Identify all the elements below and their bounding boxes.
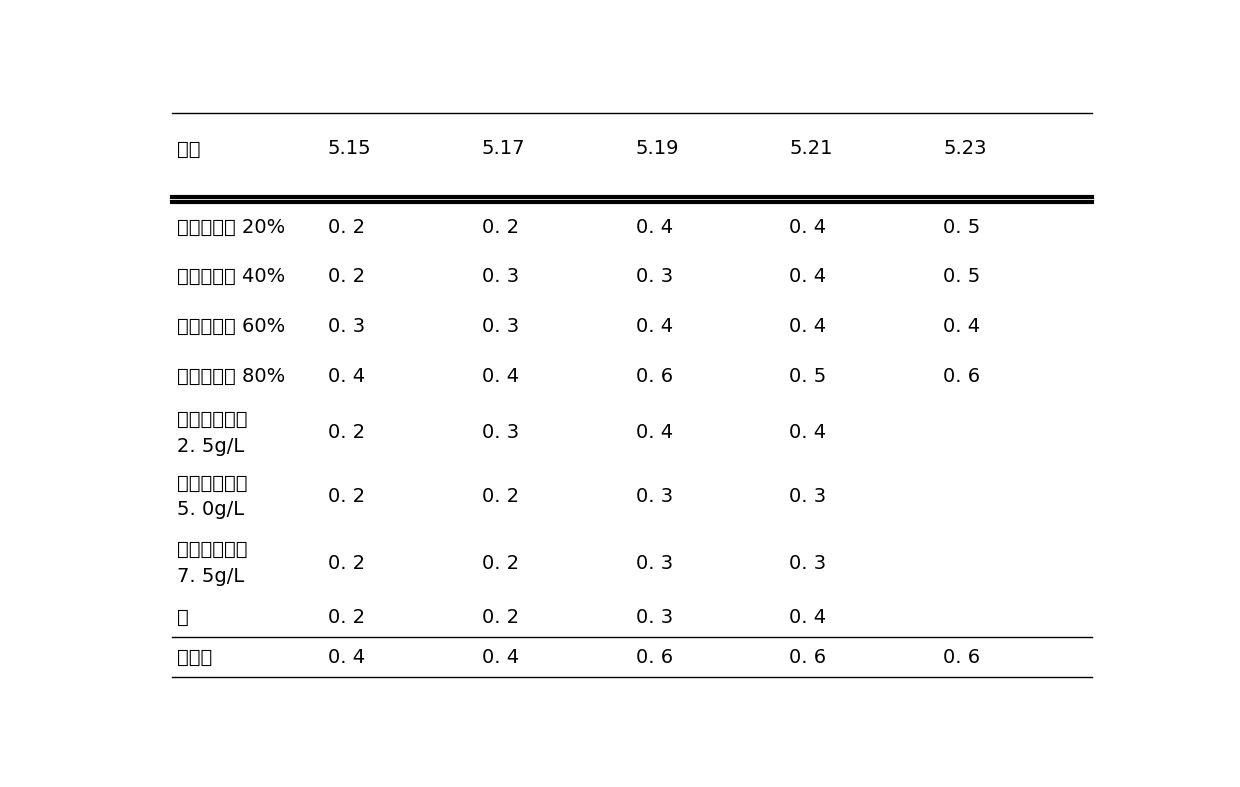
Text: 0. 6: 0. 6 <box>635 367 672 386</box>
Text: 5. 0g/L: 5. 0g/L <box>177 501 244 519</box>
Text: 0. 6: 0. 6 <box>789 648 826 667</box>
Text: 0. 2: 0. 2 <box>327 268 365 286</box>
Text: 0. 3: 0. 3 <box>635 608 672 627</box>
Text: 0. 6: 0. 6 <box>942 648 980 667</box>
Text: 洋葱乙醇提液: 洋葱乙醇提液 <box>177 410 248 429</box>
Text: 5.21: 5.21 <box>789 139 833 158</box>
Text: 0. 3: 0. 3 <box>789 554 826 573</box>
Text: 0. 2: 0. 2 <box>481 608 518 627</box>
Text: 洋葱水提液 20%: 洋葱水提液 20% <box>177 218 285 237</box>
Text: 0. 2: 0. 2 <box>327 218 365 237</box>
Text: 0. 3: 0. 3 <box>635 487 672 506</box>
Text: 0. 3: 0. 3 <box>481 317 518 336</box>
Text: 0. 4: 0. 4 <box>789 317 826 336</box>
Text: 2. 5g/L: 2. 5g/L <box>177 437 244 456</box>
Text: 0. 4: 0. 4 <box>481 648 518 667</box>
Text: 处理: 处理 <box>177 139 201 158</box>
Text: 洋葱水提液 60%: 洋葱水提液 60% <box>177 317 285 336</box>
Text: 0. 2: 0. 2 <box>327 423 365 442</box>
Text: 0. 5: 0. 5 <box>942 218 981 237</box>
Text: 0. 4: 0. 4 <box>789 423 826 442</box>
Text: 0. 5: 0. 5 <box>789 367 827 386</box>
Text: 5.19: 5.19 <box>635 139 680 158</box>
Text: 0. 2: 0. 2 <box>327 487 365 506</box>
Text: 0. 4: 0. 4 <box>327 367 365 386</box>
Text: 0. 6: 0. 6 <box>942 367 980 386</box>
Text: 5.15: 5.15 <box>327 139 372 158</box>
Text: 7. 5g/L: 7. 5g/L <box>177 567 244 586</box>
Text: 0. 3: 0. 3 <box>481 423 518 442</box>
Text: 0. 4: 0. 4 <box>789 218 826 237</box>
Text: 0. 4: 0. 4 <box>481 367 518 386</box>
Text: 洋葱乙醇提液: 洋葱乙醇提液 <box>177 474 248 493</box>
Text: 0. 2: 0. 2 <box>327 554 365 573</box>
Text: 0. 3: 0. 3 <box>635 268 672 286</box>
Text: 0. 5: 0. 5 <box>942 268 981 286</box>
Text: 0. 4: 0. 4 <box>942 317 980 336</box>
Text: 5.17: 5.17 <box>481 139 526 158</box>
Text: 0. 4: 0. 4 <box>789 608 826 627</box>
Text: 0. 4: 0. 4 <box>327 648 365 667</box>
Text: 0. 2: 0. 2 <box>481 554 518 573</box>
Text: 洋葱乙醇提液: 洋葱乙醇提液 <box>177 541 248 560</box>
Text: 0. 4: 0. 4 <box>635 218 672 237</box>
Text: 0. 2: 0. 2 <box>327 608 365 627</box>
Text: 0. 3: 0. 3 <box>789 487 826 506</box>
Text: 5.23: 5.23 <box>942 139 987 158</box>
Text: 0. 2: 0. 2 <box>481 218 518 237</box>
Text: 0. 6: 0. 6 <box>635 648 672 667</box>
Text: 水: 水 <box>177 608 188 627</box>
Text: 0. 4: 0. 4 <box>789 268 826 286</box>
Text: 0. 3: 0. 3 <box>481 268 518 286</box>
Text: 0. 4: 0. 4 <box>635 317 672 336</box>
Text: 0. 2: 0. 2 <box>481 487 518 506</box>
Text: 洋葱水提液 40%: 洋葱水提液 40% <box>177 268 285 286</box>
Text: 0. 3: 0. 3 <box>327 317 365 336</box>
Text: 可利鲜: 可利鲜 <box>177 648 212 667</box>
Text: 0. 3: 0. 3 <box>635 554 672 573</box>
Text: 0. 4: 0. 4 <box>635 423 672 442</box>
Text: 洋葱水提液 80%: 洋葱水提液 80% <box>177 367 285 386</box>
